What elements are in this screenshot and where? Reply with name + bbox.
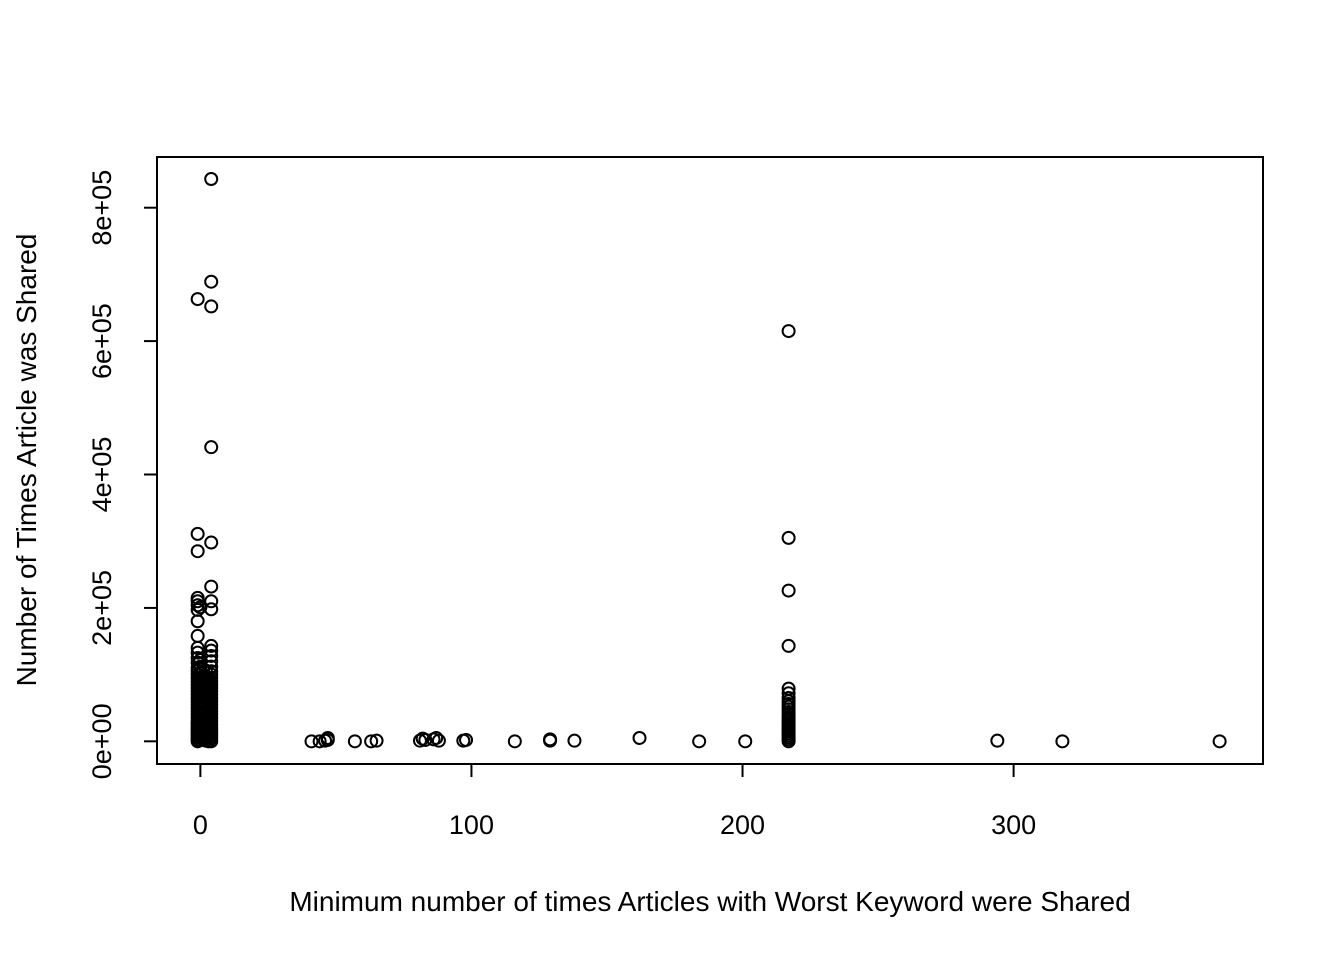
data-point [364,734,379,749]
data-point [204,172,219,187]
y-tick-label: 6e+05 [87,303,117,379]
data-point [190,645,205,660]
data-point [204,648,219,663]
x-axis: 0 100 200 300 [193,763,1036,840]
data-point [507,734,522,749]
data-point [781,530,796,545]
data-point [190,598,205,613]
data-point [781,686,796,701]
x-tick-label: 300 [991,810,1036,840]
y-tick-label: 4e+05 [87,437,117,513]
y-tick-label: 2e+05 [87,570,117,646]
data-point [431,733,446,748]
data-point [190,650,205,665]
data-point [692,734,707,749]
data-point [412,733,427,748]
data-point [204,579,219,594]
data-point [781,324,796,339]
data-point [632,730,647,745]
data-point [1212,734,1227,749]
data-point [204,594,219,609]
x-tick-label: 100 [449,810,494,840]
data-point [204,299,219,314]
data-point [459,732,474,747]
data-point [990,733,1005,748]
x-tick-label: 0 [193,810,208,840]
data-point [304,734,319,749]
data-point [429,730,444,745]
data-point [204,535,219,550]
data-point [738,734,753,749]
data-point [204,659,219,674]
y-axis-title: Number of Times Article was Shared [11,234,42,687]
data-point [312,734,327,749]
data-point [190,544,205,559]
data-point [190,526,205,541]
data-point [204,274,219,289]
data-point [190,590,205,605]
y-tick-label: 0e+00 [87,703,117,779]
data-point [204,654,219,669]
data-point [781,681,796,696]
data-point [204,602,219,617]
data-point [1055,734,1070,749]
data-point [781,690,796,705]
data-point [190,292,205,307]
data-points [190,172,1227,749]
data-point [781,638,796,653]
data-point [190,628,205,643]
x-tick-label: 200 [720,810,765,840]
data-point [204,643,219,658]
data-point [543,732,558,747]
plot-frame [156,156,1264,765]
data-point [204,638,219,653]
y-axis: 0e+00 2e+05 4e+05 6e+05 8e+05 [87,170,158,779]
data-point [204,664,219,679]
data-point [204,440,219,455]
data-point [369,733,384,748]
x-axis-title: Minimum number of times Articles with Wo… [289,886,1130,917]
data-point [567,733,582,748]
data-point [347,734,362,749]
data-point [781,583,796,598]
data-point [320,730,335,745]
y-tick-label: 8e+05 [87,170,117,246]
data-point [190,614,205,629]
